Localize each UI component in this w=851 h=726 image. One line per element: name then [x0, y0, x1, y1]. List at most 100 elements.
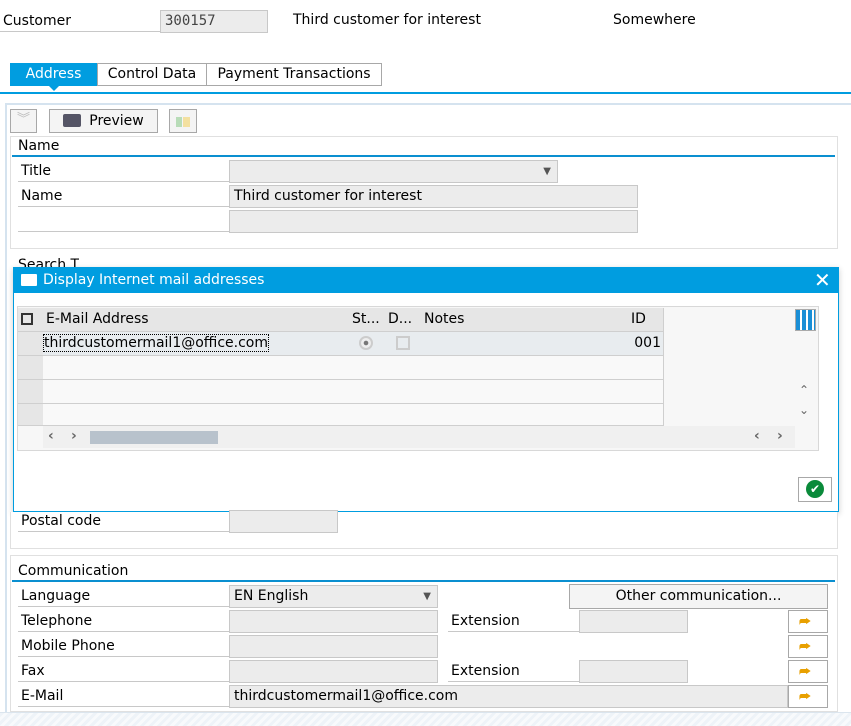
export-arrow-icon: ⮫ — [799, 665, 812, 680]
customer-name: Third customer for interest — [293, 12, 481, 28]
name-group-title: Name — [18, 138, 60, 154]
grid-cell[interactable] — [349, 404, 386, 426]
do-not-use-checkbox[interactable] — [385, 332, 422, 356]
export-arrow-icon: ⮫ — [799, 615, 812, 630]
scroll-right-icon[interactable]: › — [71, 428, 77, 444]
fax-label: Fax — [18, 660, 229, 682]
row-selector[interactable] — [18, 380, 44, 404]
column-header-email[interactable]: E-Mail Address — [43, 308, 350, 332]
name2-label — [18, 210, 229, 232]
grid-cell[interactable] — [385, 404, 422, 426]
close-icon[interactable]: ✕ — [814, 268, 831, 292]
scroll-right-icon-right[interactable]: › — [777, 428, 783, 444]
grid-cell[interactable] — [421, 380, 629, 404]
status-bar — [0, 712, 851, 726]
column-header-standard[interactable]: St... — [349, 308, 386, 332]
grid-cell[interactable] — [421, 404, 629, 426]
fax-field[interactable] — [229, 660, 438, 683]
row-selector[interactable] — [18, 332, 44, 356]
communication-title: Communication — [18, 563, 129, 579]
notes-cell[interactable] — [421, 332, 629, 356]
row-select-all[interactable] — [18, 308, 44, 332]
postal-code-label: Postal code — [18, 510, 229, 532]
email-more-button[interactable]: ⮫ — [788, 685, 828, 708]
grid-cell[interactable] — [43, 356, 350, 380]
mobile-more-button[interactable]: ⮫ — [788, 635, 828, 658]
grid-cell[interactable] — [43, 404, 350, 426]
telephone-extension-label: Extension — [448, 610, 579, 632]
scroll-thumb[interactable] — [90, 431, 218, 444]
chevron-down-icon: ▼ — [543, 166, 551, 177]
grid-cell[interactable] — [385, 380, 422, 404]
mobile-phone-field[interactable] — [229, 635, 438, 658]
tab-payment-transactions[interactable]: Payment Transactions — [206, 63, 382, 86]
content-panel — [5, 103, 851, 723]
dialog-title: Display Internet mail addresses — [13, 267, 839, 293]
column-header-notes[interactable]: Notes — [421, 308, 629, 332]
hierarchy-icon — [176, 117, 190, 127]
email-field[interactable]: thirdcustomermail1@office.com — [229, 685, 788, 708]
grid-cell[interactable] — [628, 404, 664, 426]
column-header-do-not-use[interactable]: D... — [385, 308, 422, 332]
column-header-id[interactable]: ID — [628, 308, 664, 332]
double-chevron-down-icon: ︾ — [16, 112, 30, 127]
telephone-more-button[interactable]: ⮫ — [788, 610, 828, 633]
export-arrow-icon: ⮫ — [799, 640, 812, 655]
postal-code-field[interactable] — [229, 510, 338, 533]
group-divider — [12, 580, 835, 582]
scroll-left-icon-right[interactable]: ‹ — [754, 428, 760, 444]
export-arrow-icon: ⮫ — [799, 690, 812, 705]
standard-radio[interactable] — [349, 332, 386, 356]
tab-control-data[interactable]: Control Data — [97, 63, 207, 86]
grid-cell[interactable] — [43, 380, 350, 404]
language-dropdown[interactable]: EN English ▼ — [229, 585, 438, 608]
layout-menu-icon — [21, 313, 33, 325]
customer-label: Customer — [0, 10, 160, 32]
email-cell[interactable]: thirdcustomermail1@office.com — [43, 332, 350, 356]
dialog-window-icon — [21, 274, 37, 286]
column-settings-icon[interactable] — [795, 309, 816, 331]
title-dropdown[interactable]: ▼ — [229, 160, 558, 183]
telephone-extension-field[interactable] — [579, 610, 688, 633]
id-cell[interactable]: 001 — [628, 332, 664, 356]
scroll-left-icon[interactable]: ‹ — [48, 428, 54, 444]
grid-cell[interactable] — [628, 356, 664, 380]
grid-cell[interactable] — [421, 356, 629, 380]
fax-more-button[interactable]: ⮫ — [788, 660, 828, 683]
name2-field[interactable] — [229, 210, 638, 233]
row-selector[interactable] — [18, 404, 44, 426]
chevron-down-icon: ▼ — [423, 591, 431, 602]
name-label: Name — [18, 185, 229, 207]
ok-button[interactable]: ✔ — [798, 477, 832, 502]
email-label: E-Mail — [18, 685, 229, 707]
title-label: Title — [18, 160, 229, 182]
name-field[interactable]: Third customer for interest — [229, 185, 638, 208]
telephone-field[interactable] — [229, 610, 438, 633]
hierarchy-button[interactable] — [169, 109, 197, 133]
tab-divider — [0, 92, 851, 94]
address-group — [10, 512, 838, 549]
printer-icon — [63, 114, 82, 127]
mobile-phone-label: Mobile Phone — [18, 635, 229, 657]
other-communication-button[interactable]: Other communication... — [569, 584, 828, 609]
group-divider — [12, 155, 835, 157]
active-tab-indicator — [49, 86, 59, 91]
search-term-group-title: Search T — [18, 257, 80, 267]
row-selector[interactable] — [18, 356, 44, 380]
scroll-down-icon[interactable]: ⌄ — [799, 403, 810, 417]
customer-number-field[interactable]: 300157 — [160, 10, 268, 33]
fax-extension-field[interactable] — [579, 660, 688, 683]
tab-address[interactable]: Address — [10, 63, 97, 86]
grid-cell[interactable] — [349, 380, 386, 404]
grid-cell[interactable] — [385, 356, 422, 380]
collapse-header-button[interactable]: ︾ — [10, 109, 37, 133]
horizontal-scrollbar[interactable] — [43, 426, 795, 448]
language-label: Language — [18, 585, 229, 607]
scroll-up-icon[interactable]: ⌃ — [799, 383, 810, 397]
fax-extension-label: Extension — [448, 660, 579, 682]
checkmark-icon: ✔ — [806, 480, 824, 498]
telephone-label: Telephone — [18, 610, 229, 632]
grid-cell[interactable] — [628, 380, 664, 404]
preview-button[interactable]: Preview — [49, 109, 158, 133]
grid-cell[interactable] — [349, 356, 386, 380]
